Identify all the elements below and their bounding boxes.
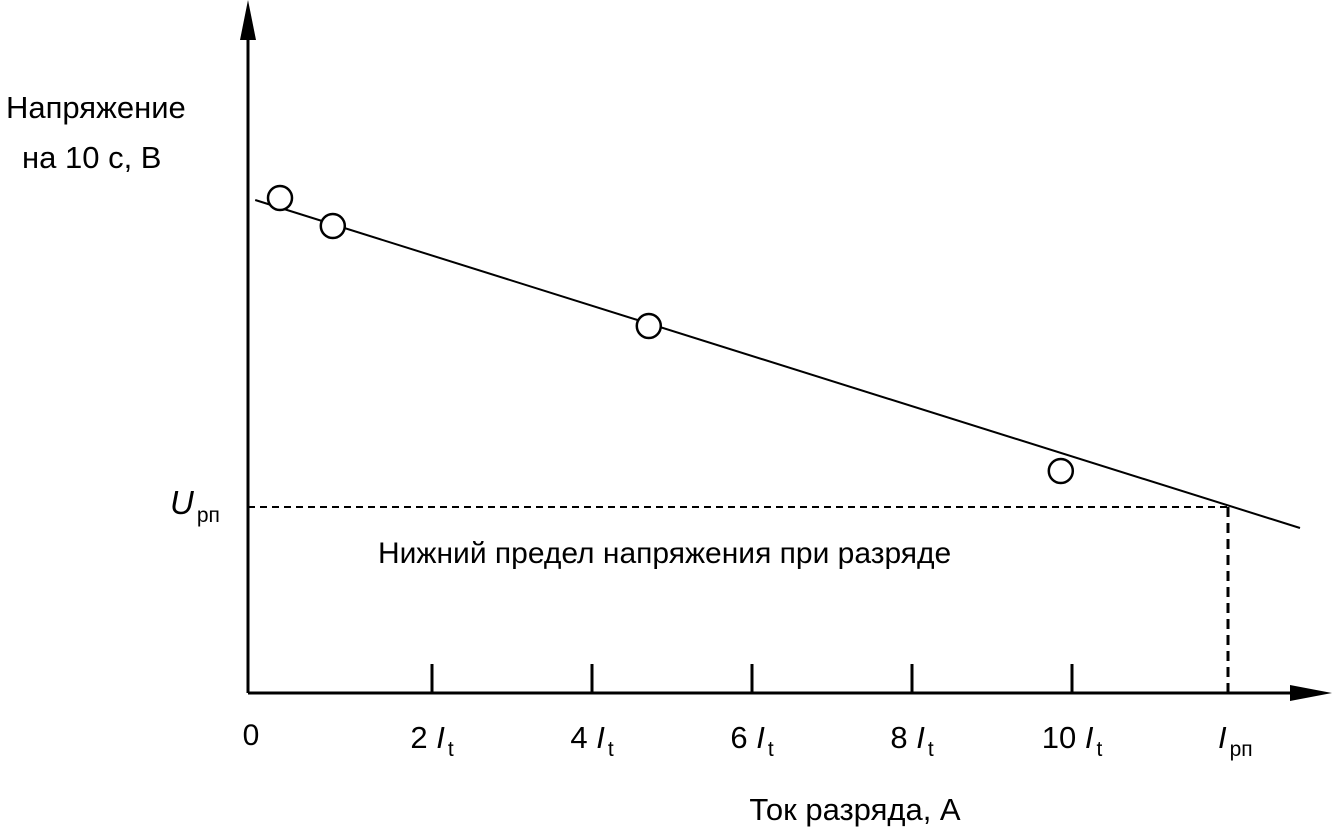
y-axis-arrow-icon — [240, 0, 256, 40]
fit-line — [254, 199, 1301, 529]
x-tick-number: 2 — [410, 720, 436, 755]
u-rp-subscript: рп — [197, 504, 220, 527]
x-tick-symbol: I — [596, 720, 605, 755]
x-tick-number: 6 — [730, 720, 756, 755]
x-tick-subscript: t — [928, 738, 934, 761]
x-axis-arrow-icon — [1290, 685, 1332, 701]
x-tick-subscript: t — [768, 738, 774, 761]
origin-label: 0 — [243, 719, 260, 752]
i-rp-subscript: рп — [1230, 738, 1253, 761]
x-tick-number: 4 — [570, 720, 596, 755]
x-tick-number: 8 — [890, 720, 916, 755]
x-tick-subscript: t — [448, 738, 454, 761]
lower-limit-annotation: Нижний предел напряжения при разряде — [378, 537, 951, 570]
data-point — [1047, 457, 1075, 485]
data-point — [266, 184, 294, 212]
y-axis-label-line-2: на 10 с, В — [22, 140, 161, 175]
u-rp-symbol: U — [170, 484, 194, 521]
x-tick-subscript: t — [1096, 738, 1102, 761]
y-axis-label-line-1: Напряжение — [6, 90, 186, 125]
x-axis-label: Ток разряда, А — [749, 792, 961, 827]
i-rp-symbol: I — [1218, 720, 1227, 755]
data-point — [319, 212, 347, 240]
x-tick-symbol: I — [1085, 720, 1094, 755]
x-tick-symbol: I — [916, 720, 925, 755]
x-tick-number: 10 — [1042, 720, 1085, 755]
x-tick-symbol: I — [756, 720, 765, 755]
axes — [240, 0, 1332, 701]
x-tick-subscript: t — [608, 738, 614, 761]
x-tick-symbol: I — [436, 720, 445, 755]
data-point — [635, 312, 663, 340]
